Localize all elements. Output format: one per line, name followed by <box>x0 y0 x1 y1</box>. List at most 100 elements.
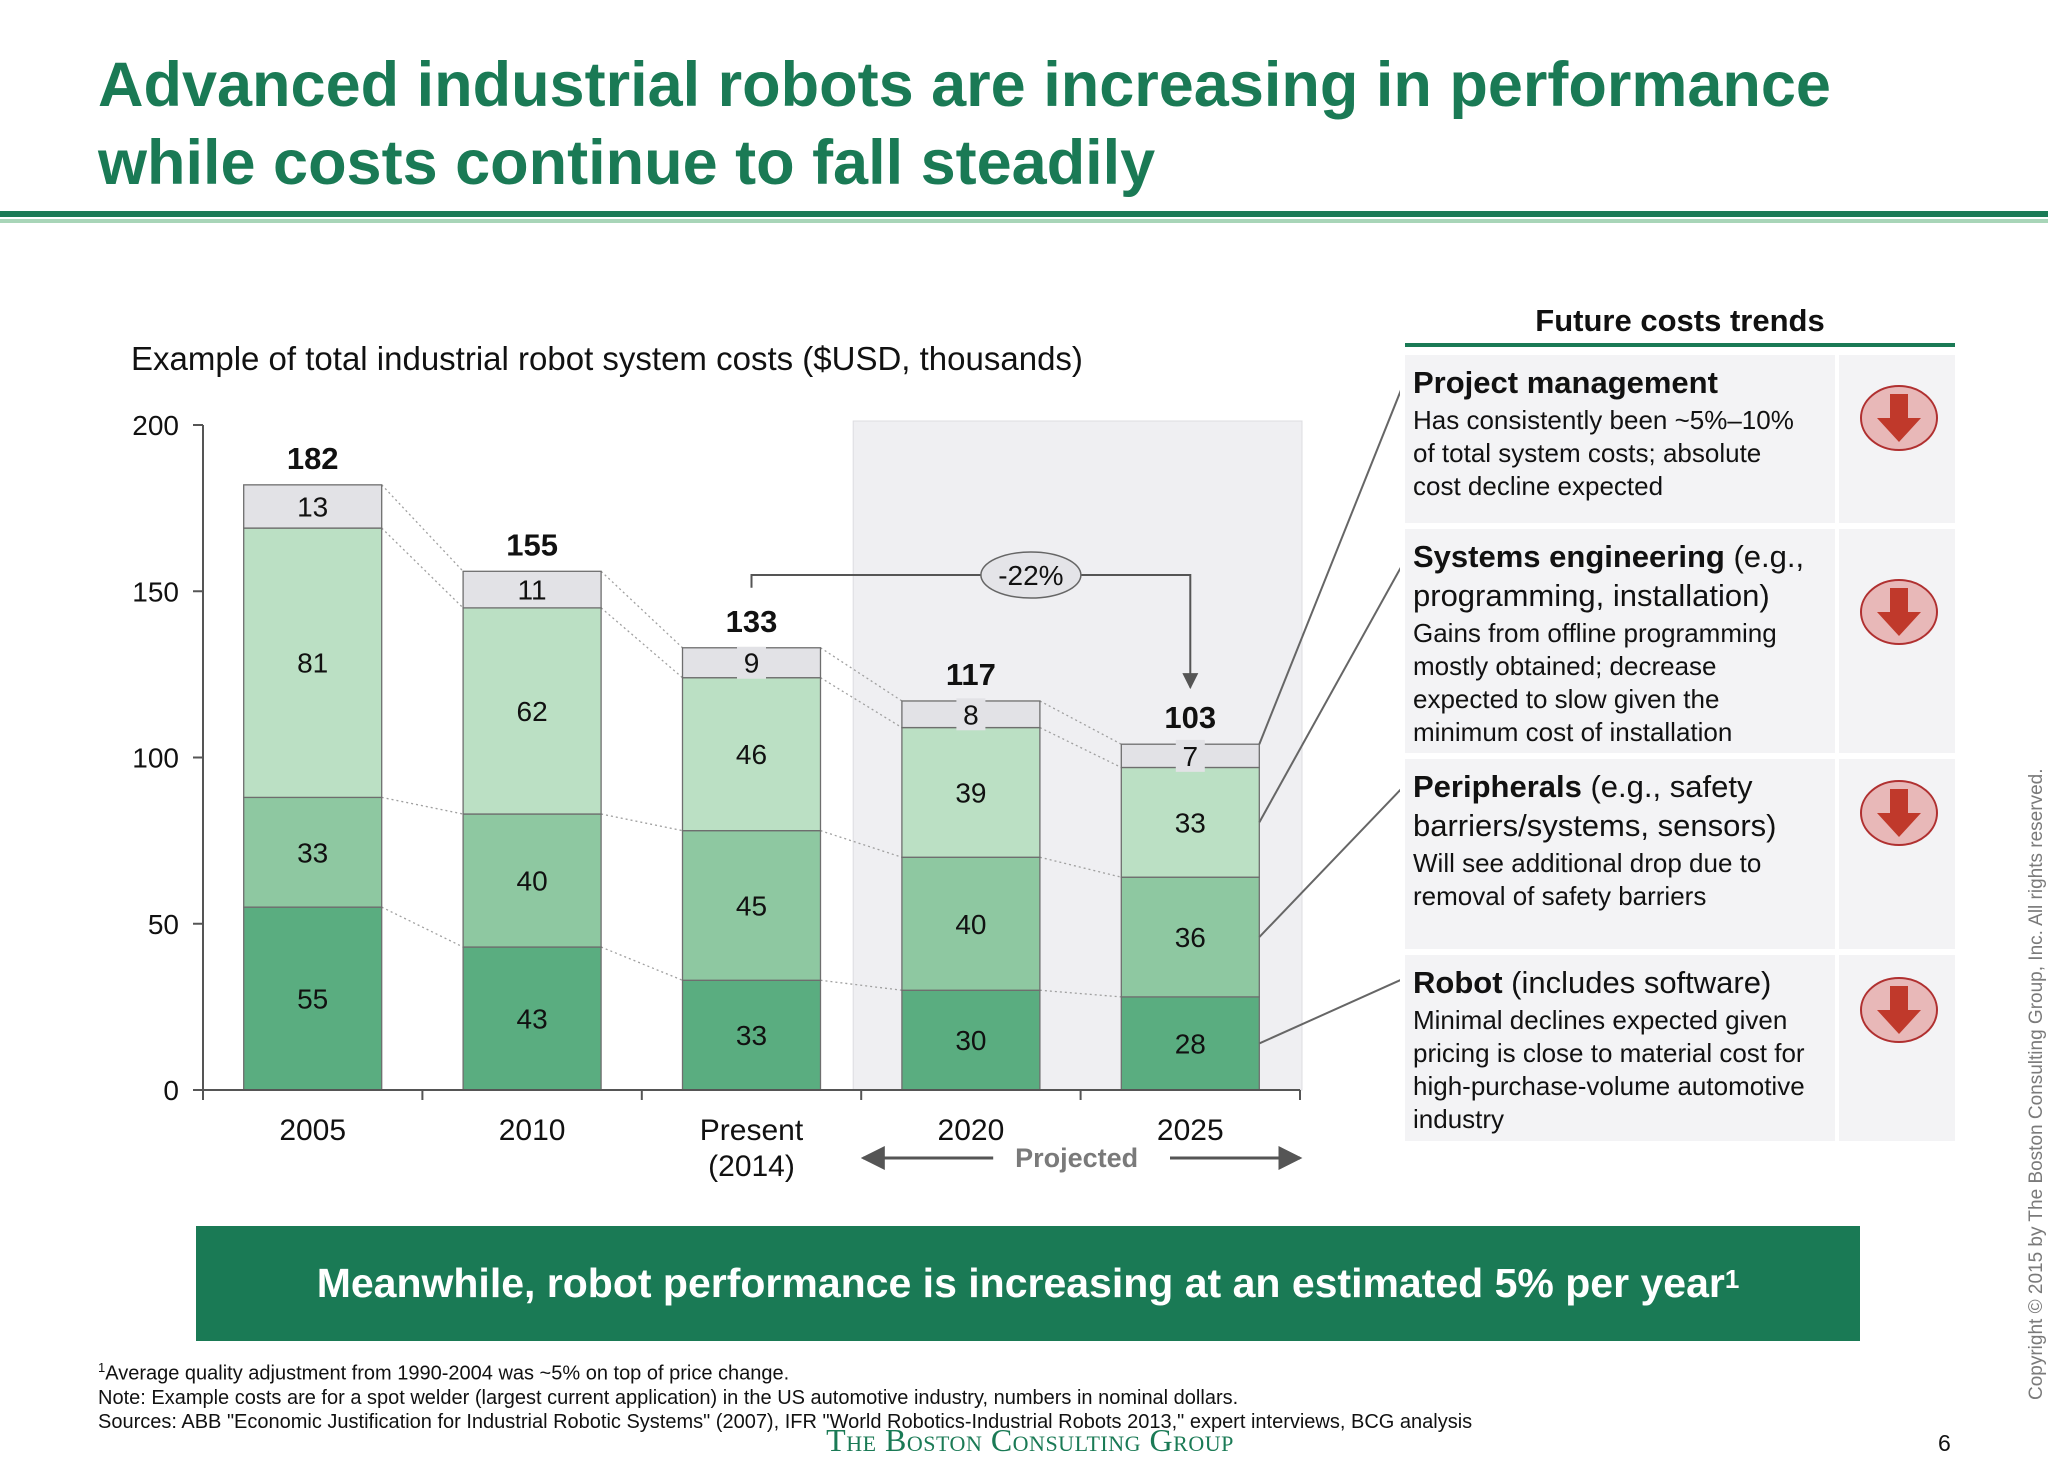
y-tick-label: 200 <box>132 410 179 441</box>
trend-text: Systems engineering (e.g., programming, … <box>1405 529 1835 753</box>
trend-body-line: minimum cost of installation <box>1413 717 1733 747</box>
future-trends-divider <box>1405 343 1955 347</box>
data-label: 40 <box>517 866 548 897</box>
x-tick-label: 2005 <box>279 1114 346 1147</box>
bar-segment-robot <box>462 946 602 1091</box>
leader-line-systems-engineering <box>1258 566 1400 823</box>
connector-line <box>381 906 464 948</box>
x-tick-label: (2014) <box>708 1150 795 1183</box>
future-trends-title: Future costs trends <box>1535 303 1825 338</box>
total-label: 133 <box>726 604 778 639</box>
total-label: 117 <box>946 657 996 692</box>
trend-indicator-cell <box>1839 955 1955 1141</box>
data-label: 43 <box>517 1004 548 1035</box>
banner-text: Meanwhile, robot performance is increasi… <box>316 1260 1725 1306</box>
total-label: 155 <box>506 527 558 562</box>
trend-row-project-management: Project management Has consistently been … <box>1405 355 1955 523</box>
connector-line <box>820 647 903 702</box>
page-title-line-2: while costs continue to fall steadily <box>98 128 1156 198</box>
data-label: 33 <box>736 1020 767 1051</box>
trend-body-line: expected to slow given the <box>1413 684 1720 714</box>
trend-text: Robot (includes software) Minimal decline… <box>1405 955 1835 1141</box>
trend-row-systems-engineering: Systems engineering (e.g., programming, … <box>1405 529 1955 753</box>
trend-heading: Project management <box>1413 363 1827 402</box>
trend-heading-detail: (e.g., safety barriers/systems, sensors) <box>1413 769 1777 843</box>
connector-line <box>820 830 903 858</box>
bar-segment-robot <box>243 906 383 1091</box>
data-label: 45 <box>736 890 767 921</box>
connector-line <box>1039 989 1122 998</box>
bar-segment-systems-engineering <box>462 607 602 815</box>
title-divider-light <box>0 219 2048 223</box>
bar-segment-systems-engineering <box>243 527 383 799</box>
connector-line <box>1039 856 1122 878</box>
data-label: 11 <box>518 575 547 606</box>
connector-line <box>600 570 683 649</box>
connector-line <box>381 484 464 572</box>
down-arrow-icon <box>1860 385 1938 451</box>
connector-line <box>600 946 683 981</box>
trend-body: Minimal declines expected given pricing i… <box>1413 1004 1827 1136</box>
trend-text: Project management Has consistently been … <box>1405 355 1835 523</box>
copyright-notice: Copyright © 2015 by The Boston Consultin… <box>2026 768 2047 1400</box>
trend-heading-bold: Project management <box>1413 365 1718 400</box>
page-number: 6 <box>1938 1430 1951 1456</box>
trend-body-line: Will see additional drop due to <box>1413 848 1762 878</box>
data-label: 81 <box>297 648 328 679</box>
change-badge <box>980 551 1082 599</box>
performance-banner: Meanwhile, robot performance is increasi… <box>196 1226 1860 1341</box>
bar-segment-systems-engineering <box>681 677 822 832</box>
trend-heading-detail: (includes software) <box>1502 965 1772 1000</box>
bar-segment-robot <box>1120 996 1260 1091</box>
y-tick-label: 100 <box>132 743 179 774</box>
footnote-sources: Sources: ABB "Economic Justification for… <box>98 1410 1473 1433</box>
trend-heading: Robot (includes software) <box>1413 963 1827 1002</box>
trend-body-line: Gains from offline programming <box>1413 618 1777 648</box>
total-label: 182 <box>287 441 339 476</box>
trend-body-line: Has consistently been ~5%–10% <box>1413 405 1794 435</box>
trend-heading-bold: Systems engineering <box>1413 539 1725 574</box>
data-label: 13 <box>297 491 328 522</box>
leader-line-project-management <box>1258 389 1400 745</box>
trend-body-line: industry <box>1413 1104 1505 1134</box>
data-label: 33 <box>1175 807 1206 838</box>
connector-line <box>820 979 902 991</box>
change-label: -22% <box>998 560 1063 591</box>
connector-line <box>1039 726 1122 769</box>
projected-label: Projected <box>1015 1143 1138 1173</box>
data-label: 9 <box>744 648 760 679</box>
page-title-line-1: Advanced industrial robots are increasin… <box>98 50 1831 120</box>
trend-body-line: high-purchase-volume automotive <box>1413 1071 1805 1101</box>
down-arrow-icon <box>1860 780 1938 846</box>
bar-segment-peripherals <box>243 796 383 908</box>
banner-footnote-ref: 1 <box>1724 1264 1740 1294</box>
trend-body: Will see additional drop due to removal o… <box>1413 847 1827 913</box>
bar-segment-robot <box>681 979 822 1091</box>
data-label: 39 <box>955 777 986 808</box>
page-title: Advanced industrial robots are increasin… <box>98 46 1978 202</box>
data-label: 46 <box>736 739 767 770</box>
connector-line <box>600 607 683 679</box>
leader-line-robot <box>1258 979 1400 1045</box>
trend-heading-detail: (e.g., programming, installation) <box>1413 539 1805 613</box>
connector-line <box>1039 700 1122 745</box>
data-label: 8 <box>963 699 979 730</box>
trend-indicator-cell <box>1839 529 1955 753</box>
trend-body-line: mostly obtained; decrease <box>1413 651 1717 681</box>
data-label: 7 <box>1183 741 1199 772</box>
x-tick-label: 2025 <box>1157 1114 1224 1147</box>
data-label: 30 <box>955 1025 986 1056</box>
data-label-bg <box>509 573 556 606</box>
trend-heading: Systems engineering (e.g., programming, … <box>1413 537 1827 615</box>
connector-line <box>600 813 683 832</box>
down-arrow-icon <box>1860 579 1938 645</box>
leader-line-peripherals <box>1258 788 1400 938</box>
trend-heading: Peripherals (e.g., safety barriers/syste… <box>1413 767 1827 845</box>
trend-body-line: removal of safety barriers <box>1413 881 1707 911</box>
bar-segment-peripherals <box>681 830 822 981</box>
trend-indicator-cell <box>1839 759 1955 949</box>
trend-body-line: Minimal declines expected given <box>1413 1005 1788 1035</box>
x-tick-label: 2010 <box>499 1114 566 1147</box>
data-label: 36 <box>1175 922 1206 953</box>
connector-line <box>381 796 464 815</box>
